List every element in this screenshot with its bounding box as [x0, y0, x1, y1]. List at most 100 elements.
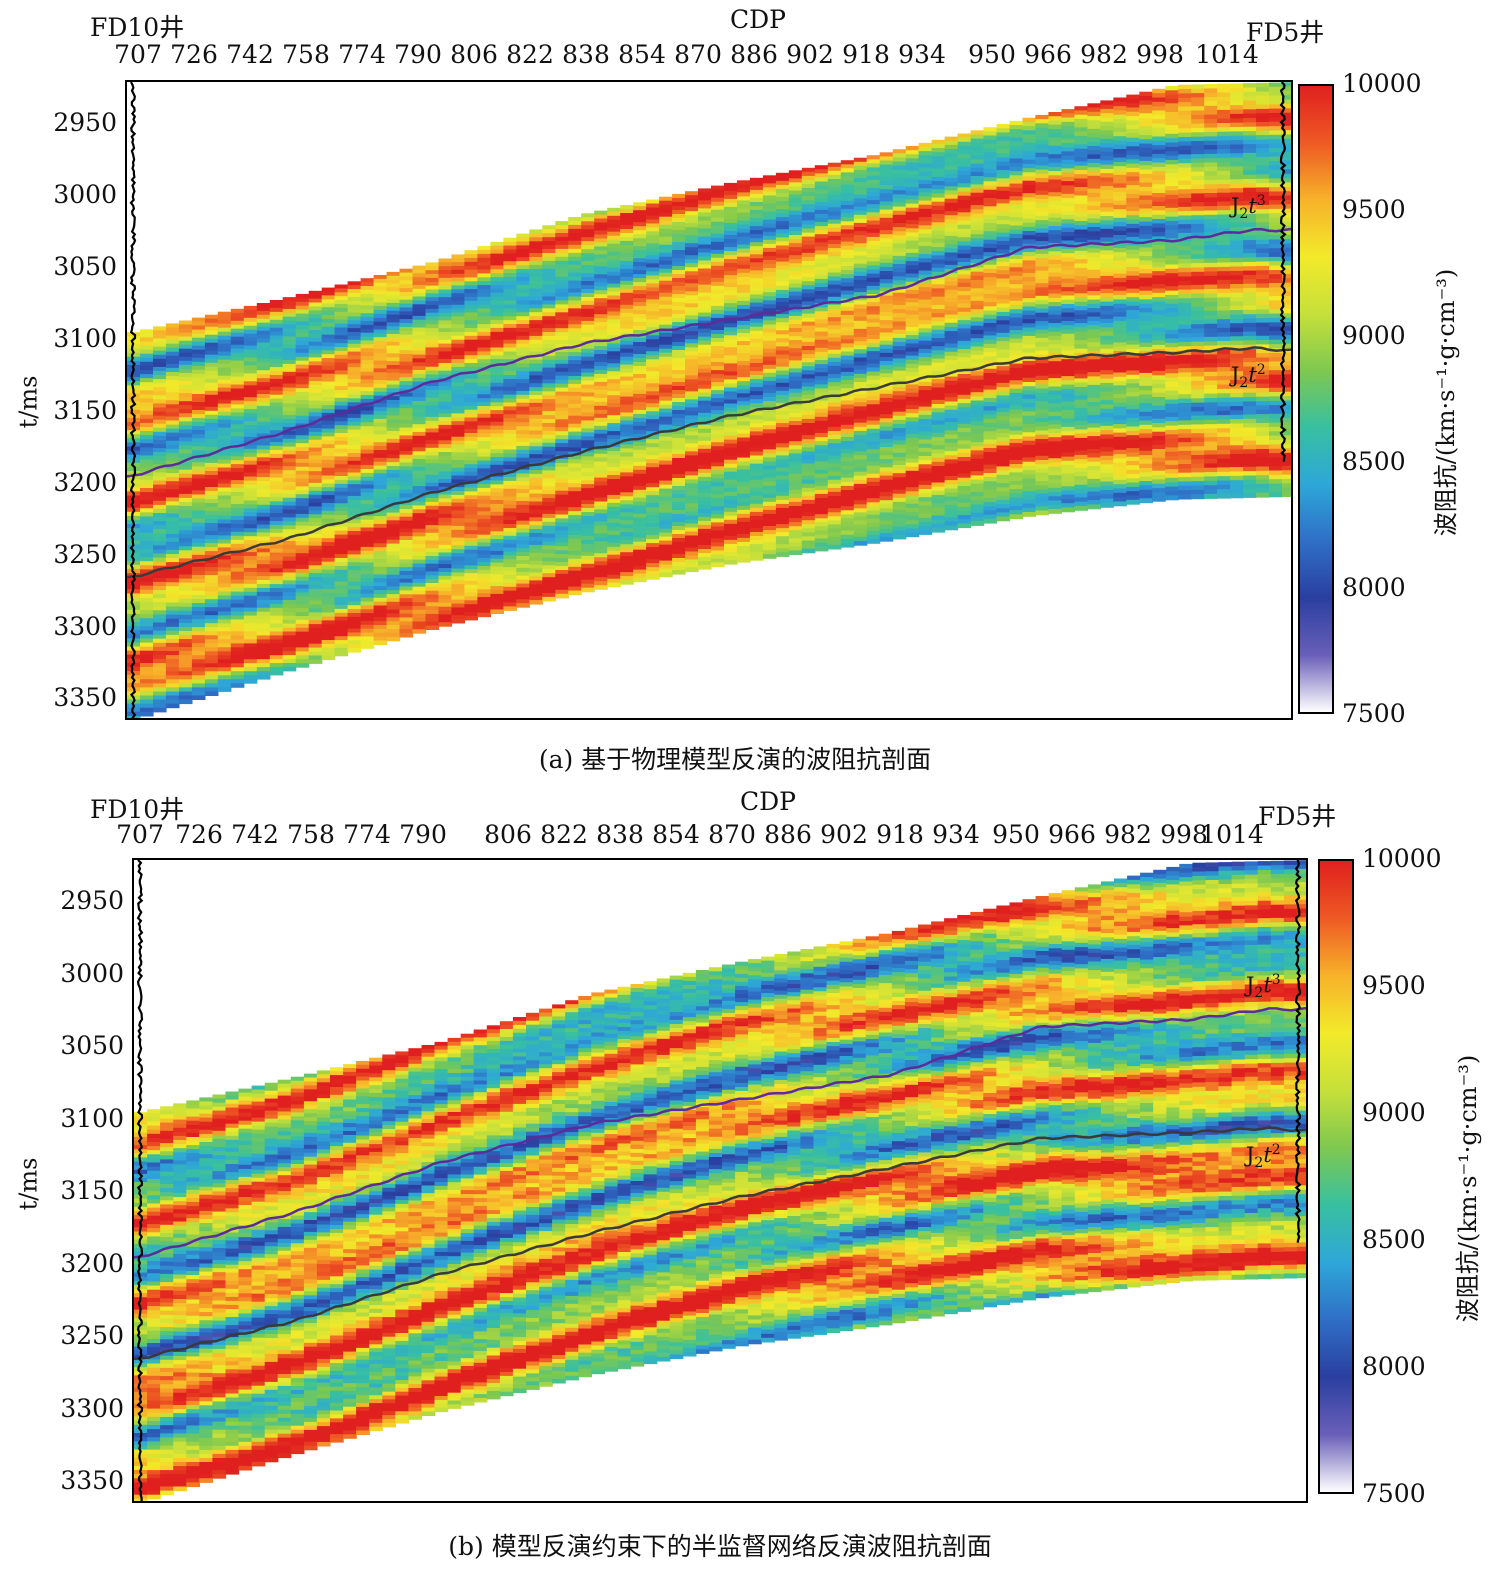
impedance-cell [412, 288, 427, 294]
impedance-cell [775, 431, 790, 436]
impedance-cell [620, 260, 634, 266]
impedance-cell [282, 407, 297, 412]
impedance-cell [373, 457, 388, 463]
impedance-cell [204, 382, 219, 388]
impedance-cell [360, 449, 375, 455]
impedance-cell [295, 317, 310, 322]
impedance-cell [178, 647, 193, 652]
impedance-cell [464, 452, 478, 457]
impedance-cell [607, 243, 621, 249]
impedance-cell [347, 628, 362, 634]
impedance-cell [360, 309, 375, 314]
impedance-cell [607, 510, 621, 516]
impedance-cell [464, 436, 478, 442]
impedance-cell [321, 373, 336, 379]
impedance-cell [698, 565, 712, 570]
impedance-cell [581, 512, 595, 517]
impedance-cell [659, 544, 673, 550]
impedance-cell [360, 519, 375, 525]
impedance-cell [724, 523, 738, 529]
impedance-cell [321, 424, 336, 430]
impedance-cell [204, 603, 219, 608]
impedance-cell [711, 398, 725, 403]
impedance-cell [464, 269, 478, 275]
impedance-cell [646, 319, 660, 324]
impedance-cell [438, 397, 453, 403]
impedance-cell [672, 374, 686, 379]
impedance-cell [165, 416, 180, 422]
impedance-cell [594, 350, 608, 355]
impedance-cell [516, 520, 530, 526]
impedance-cell [607, 391, 621, 396]
impedance-cell [308, 333, 323, 339]
impedance-cell [620, 456, 634, 461]
impedance-cell [581, 289, 595, 294]
impedance-cell [762, 304, 777, 309]
impedance-cell [620, 568, 634, 573]
impedance-cell [373, 306, 388, 311]
impedance-cell [788, 433, 803, 438]
impedance-cell [568, 499, 582, 504]
impedance-cell [646, 459, 660, 464]
impedance-cell [762, 429, 777, 434]
impedance-cell [490, 261, 504, 266]
impedance-cell [788, 328, 803, 333]
impedance-cell [373, 500, 388, 506]
impedance-cell [620, 412, 634, 418]
impedance-cell [165, 493, 180, 498]
impedance-cell [698, 380, 712, 386]
impedance-cell [165, 667, 180, 672]
impedance-cell [165, 574, 180, 579]
impedance-cell [659, 320, 673, 326]
impedance-cell [568, 244, 582, 250]
impedance-cell [477, 339, 491, 345]
impedance-cell [555, 415, 569, 420]
impedance-cell [775, 471, 790, 477]
impedance-cell [178, 417, 193, 422]
impedance-cell [308, 592, 323, 598]
impedance-cell [529, 253, 543, 258]
impedance-cell [334, 378, 349, 383]
impedance-cell [282, 395, 297, 400]
impedance-cell [464, 545, 478, 551]
impedance-cell [295, 553, 310, 558]
impedance-cell [178, 695, 193, 701]
impedance-cell [464, 448, 478, 454]
impedance-cell [399, 419, 414, 425]
impedance-cell [243, 659, 258, 664]
impedance-cell [659, 448, 673, 454]
impedance-cell [140, 378, 154, 383]
impedance-cell [711, 454, 725, 459]
impedance-cell [672, 246, 686, 251]
impedance-cell [334, 421, 349, 426]
impedance-cell [516, 272, 530, 278]
impedance-cell [217, 675, 232, 680]
impedance-cell [360, 566, 375, 571]
impedance-cell [334, 452, 349, 457]
impedance-cell [568, 240, 582, 246]
impedance-cell [386, 559, 401, 564]
impedance-cell [399, 574, 414, 580]
impedance-cell [269, 394, 284, 400]
impedance-cell [308, 302, 323, 307]
impedance-cell [672, 302, 686, 307]
impedance-cell [646, 499, 660, 504]
impedance-cell [594, 234, 608, 240]
impedance-cell [594, 461, 608, 467]
impedance-cell [191, 450, 206, 455]
impedance-cell [347, 613, 362, 618]
impedance-cell [153, 476, 167, 482]
impedance-cell [762, 489, 777, 495]
impedance-cell [269, 505, 284, 510]
impedance-cell [451, 510, 465, 515]
impedance-cell [191, 394, 206, 399]
impedance-cell [542, 332, 556, 337]
impedance-cell [503, 402, 517, 407]
impedance-cell [451, 576, 465, 581]
impedance-cell [373, 566, 388, 572]
impedance-cell [204, 398, 219, 404]
impedance-cell [243, 432, 258, 438]
impedance-cell [685, 219, 699, 224]
impedance-cell [230, 551, 245, 557]
impedance-cell [594, 465, 608, 471]
